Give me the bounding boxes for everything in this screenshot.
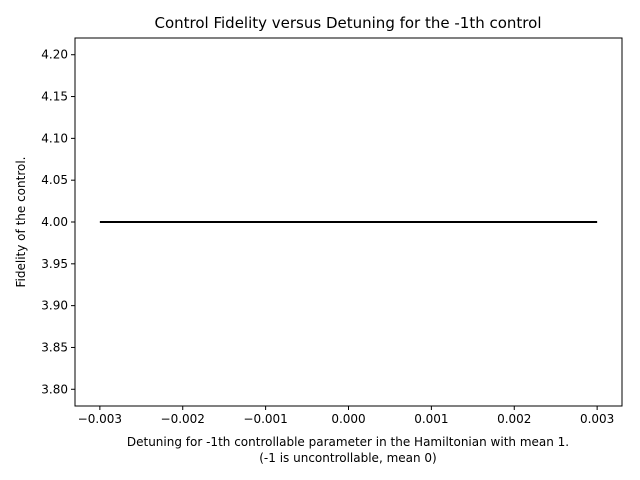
x-tick-label: −0.003 (78, 412, 122, 426)
chart-title: Control Fidelity versus Detuning for the… (154, 14, 541, 32)
x-tick-label: 0.002 (497, 412, 531, 426)
y-axis-ticks: 3.80 3.85 3.90 3.95 4.00 4.05 4.10 4.15 4.20 (41, 48, 75, 396)
x-axis-label: Detuning for -1th controllable parameter… (127, 435, 569, 449)
x-tick-label: −0.001 (243, 412, 287, 426)
x-axis-ticks: −0.003 −0.002 −0.001 0.000 0.001 0.002 0.003 (78, 406, 614, 426)
y-tick-label: 4.15 (41, 90, 68, 104)
x-axis-label-line2: (-1 is uncontrollable, mean 0) (259, 451, 436, 465)
y-tick-label: 3.85 (41, 340, 68, 354)
y-tick-label: 4.20 (41, 48, 68, 62)
x-tick-label: 0.003 (580, 412, 614, 426)
y-tick-label: 4.05 (41, 173, 68, 187)
y-tick-label: 3.95 (41, 257, 68, 271)
x-tick-label: −0.002 (161, 412, 205, 426)
y-tick-label: 4.10 (41, 131, 68, 145)
y-tick-label: 4.00 (41, 215, 68, 229)
x-tick-label: 0.001 (414, 412, 448, 426)
y-tick-label: 3.90 (41, 299, 68, 313)
y-tick-label: 3.80 (41, 382, 68, 396)
x-tick-label: 0.000 (331, 412, 365, 426)
y-axis-label: Fidelity of the control. (14, 157, 28, 288)
